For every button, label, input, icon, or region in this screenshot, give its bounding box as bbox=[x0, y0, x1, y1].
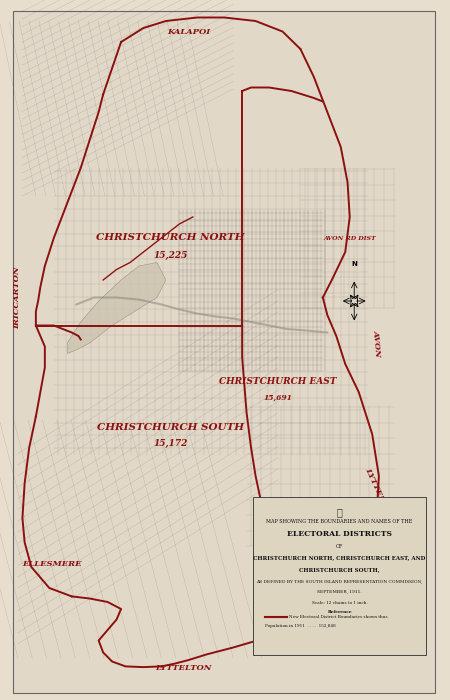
Text: 15,691: 15,691 bbox=[264, 393, 292, 402]
Text: 15,225: 15,225 bbox=[153, 251, 188, 260]
Text: CHRISTCHURCH NORTH: CHRISTCHURCH NORTH bbox=[96, 234, 245, 242]
Text: MAP SHOWING THE BOUNDARIES AND NAMES OF THE: MAP SHOWING THE BOUNDARIES AND NAMES OF … bbox=[266, 519, 413, 524]
Text: Reference: Reference bbox=[327, 610, 352, 614]
Text: AS DEFINED BY THE SOUTH ISLAND REPRESENTATION COMMISSION,: AS DEFINED BY THE SOUTH ISLAND REPRESENT… bbox=[256, 579, 423, 583]
Text: AVON RD DIST: AVON RD DIST bbox=[324, 235, 376, 241]
Text: ELECTORAL DISTRICTS: ELECTORAL DISTRICTS bbox=[287, 531, 392, 538]
Text: N: N bbox=[351, 261, 357, 267]
Text: Scale: 12 chains to 1 inch.: Scale: 12 chains to 1 inch. bbox=[312, 601, 368, 606]
Text: SEPTEMBER, 1911.: SEPTEMBER, 1911. bbox=[317, 589, 362, 594]
Bar bbox=[253, 497, 426, 654]
Text: KALAPOI: KALAPOI bbox=[167, 27, 210, 36]
Text: LYTTELTON: LYTTELTON bbox=[156, 664, 212, 673]
Text: CHRISTCHURCH EAST: CHRISTCHURCH EAST bbox=[219, 377, 337, 386]
Text: 15,172: 15,172 bbox=[153, 440, 188, 448]
Text: LYTTELTON: LYTTELTON bbox=[363, 466, 394, 521]
Text: Population in 1911  . . . .  152,848: Population in 1911 . . . . 152,848 bbox=[265, 624, 335, 628]
Text: CHRISTCHURCH SOUTH: CHRISTCHURCH SOUTH bbox=[97, 423, 244, 431]
Text: IRICCARTON: IRICCARTON bbox=[13, 266, 21, 329]
Text: ELLESMERE: ELLESMERE bbox=[22, 559, 81, 568]
Text: CHRISTCHURCH NORTH, CHRISTCHURCH EAST, AND: CHRISTCHURCH NORTH, CHRISTCHURCH EAST, A… bbox=[253, 556, 426, 561]
Polygon shape bbox=[67, 262, 166, 354]
Text: CHRISTCHURCH SOUTH,: CHRISTCHURCH SOUTH, bbox=[299, 567, 380, 572]
Text: New Electoral District Boundaries shown thus: New Electoral District Boundaries shown … bbox=[289, 615, 388, 619]
Text: AVON: AVON bbox=[372, 329, 382, 357]
Text: OF: OF bbox=[336, 545, 343, 550]
Text: 🏛: 🏛 bbox=[337, 508, 342, 517]
